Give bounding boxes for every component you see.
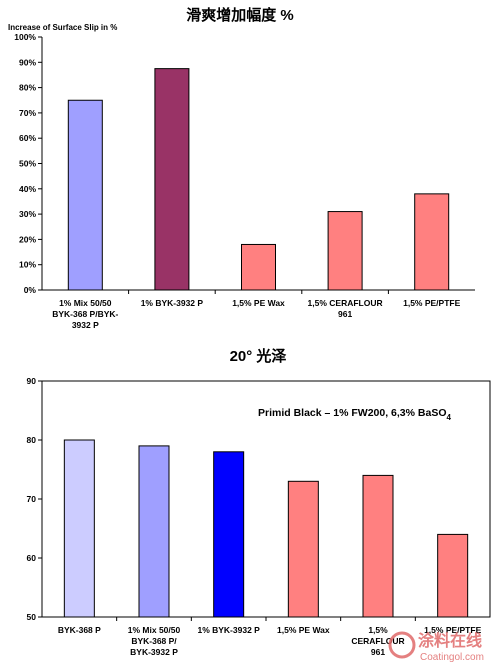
watermark-en: Coatingol.com bbox=[420, 652, 484, 663]
chart2-category-label: 1,5% CERAFLOUR 961 bbox=[351, 625, 404, 657]
chart1-y-tick-label: 60% bbox=[19, 133, 36, 143]
chart2-annotation: Primid Black – 1% FW200, 6,3% BaSO4 bbox=[258, 407, 452, 422]
chart2-title: 20° 光泽 bbox=[230, 347, 287, 365]
chart1-category-label: 1,5% CERAFLOUR 961 bbox=[308, 298, 383, 319]
chart1-y-tick-label: 0% bbox=[24, 285, 37, 295]
chart1-y-tick-label: 10% bbox=[19, 260, 36, 270]
chart1-y-axis-label: Increase of Surface Slip in % bbox=[8, 23, 117, 32]
chart-gloss-20: 20° 光泽 Primid Black – 1% FW200, 6,3% BaS… bbox=[27, 347, 491, 657]
chart2-category-label: BYK-368 P bbox=[58, 625, 101, 635]
chart1-y-tick-label: 70% bbox=[19, 108, 36, 118]
chart1-bar bbox=[67, 99, 103, 291]
chart1-title: 滑爽增加幅度 % bbox=[186, 6, 294, 24]
chart2-y-tick-label: 70 bbox=[27, 494, 37, 504]
chart2-y-tick-label: 50 bbox=[27, 612, 37, 622]
chart1-bar bbox=[241, 243, 276, 291]
chart2-category-label: 1,5% PE/PTFE bbox=[424, 625, 481, 635]
chart1-category-label: 1% BYK-3932 P bbox=[141, 298, 204, 308]
chart2-y-tick-label: 80 bbox=[27, 435, 37, 445]
chart1-bar bbox=[327, 211, 363, 291]
chart1-y-tick-label: 30% bbox=[19, 209, 36, 219]
chart2-y-tick-label: 90 bbox=[27, 376, 37, 386]
watermark-cn: 涂料在线 bbox=[418, 631, 482, 650]
chart2-bar bbox=[213, 451, 245, 618]
chart1-y-tick-label: 90% bbox=[19, 57, 36, 67]
chart2-annotation-main: Primid Black – 1% FW200, 6,3% BaSO bbox=[258, 407, 447, 419]
chart1-y-tick-label: 40% bbox=[19, 184, 36, 194]
chart2-bar bbox=[287, 480, 319, 618]
chart2-bar bbox=[437, 533, 469, 618]
chart2-category-label: 1,5% PE Wax bbox=[277, 625, 330, 635]
chart1-y-tick-label: 20% bbox=[19, 234, 36, 244]
chart1-y-tick-label: 50% bbox=[19, 159, 36, 169]
chart2-bar bbox=[63, 439, 95, 618]
chart-slip-increase: 滑爽增加幅度 % Increase of Surface Slip in % 0… bbox=[8, 6, 475, 330]
chart1-y-tick-label: 100% bbox=[14, 32, 36, 42]
chart1-category-label: 1% Mix 50/50 BYK-368 P/BYK-3932 P bbox=[52, 298, 118, 330]
chart2-annotation-subscript: 4 bbox=[447, 413, 452, 422]
chart2-bar bbox=[138, 445, 170, 618]
chart1-bar bbox=[154, 68, 190, 291]
chart2-category-label: 1% Mix 50/50 BYK-368 P/BYK-3932 P bbox=[128, 625, 181, 657]
chart2-bar bbox=[362, 474, 394, 618]
chart1-category-label: 1,5% PE Wax bbox=[232, 298, 285, 308]
chart1-category-label: 1,5% PE/PTFE bbox=[403, 298, 460, 308]
chart1-bar bbox=[414, 193, 450, 291]
logo-mark-icon bbox=[388, 631, 416, 659]
chart1-y-tick-label: 80% bbox=[19, 83, 36, 93]
chart2-y-tick-label: 60 bbox=[27, 553, 37, 563]
watermark-logo: 涂料在线 Coatingol.com bbox=[388, 631, 484, 663]
chart2-category-label: 1% BYK-3932 P bbox=[197, 625, 260, 635]
